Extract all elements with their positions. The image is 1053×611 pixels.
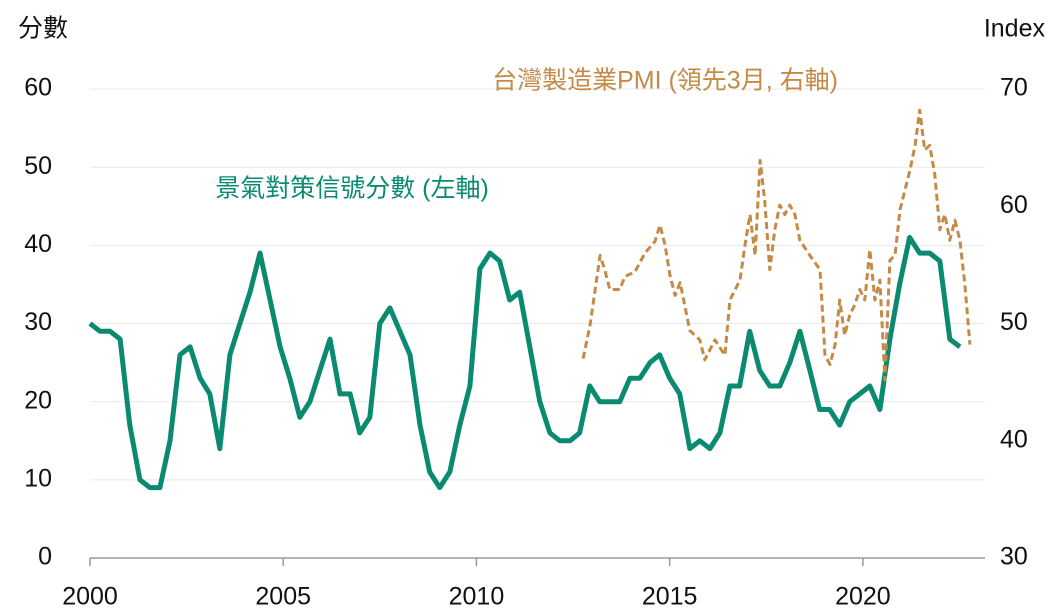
x-tick-label: 2000 (62, 583, 118, 611)
series-label: 台灣製造業PMI (領先3月, 右軸) (492, 67, 838, 95)
y2-tick-label: 70 (1000, 74, 1028, 102)
y-axis-label: 分數 (18, 15, 68, 43)
y-tick-label: 60 (24, 74, 52, 102)
y-tick-label: 0 (38, 543, 52, 571)
y2-tick-label: 40 (1000, 425, 1028, 453)
y2-tick-label: 50 (1000, 308, 1028, 336)
series-label: 景氣對策信號分數 (左軸) (215, 175, 489, 203)
line-series (88, 235, 962, 491)
x-tick-label: 2010 (449, 583, 505, 611)
y2-tick-label: 60 (1000, 191, 1028, 219)
line-series (581, 108, 972, 382)
y-tick-label: 10 (24, 464, 52, 492)
y2-tick-label: 30 (1000, 543, 1028, 571)
x-tick-label: 2005 (255, 583, 311, 611)
x-tick-label: 2020 (835, 583, 891, 611)
x-tick-label: 2015 (642, 583, 698, 611)
y-tick-label: 50 (24, 152, 52, 180)
y-tick-label: 20 (24, 386, 52, 414)
y2-axis-label: Index (984, 15, 1046, 43)
y-tick-label: 40 (24, 230, 52, 258)
y-tick-label: 30 (24, 308, 52, 336)
